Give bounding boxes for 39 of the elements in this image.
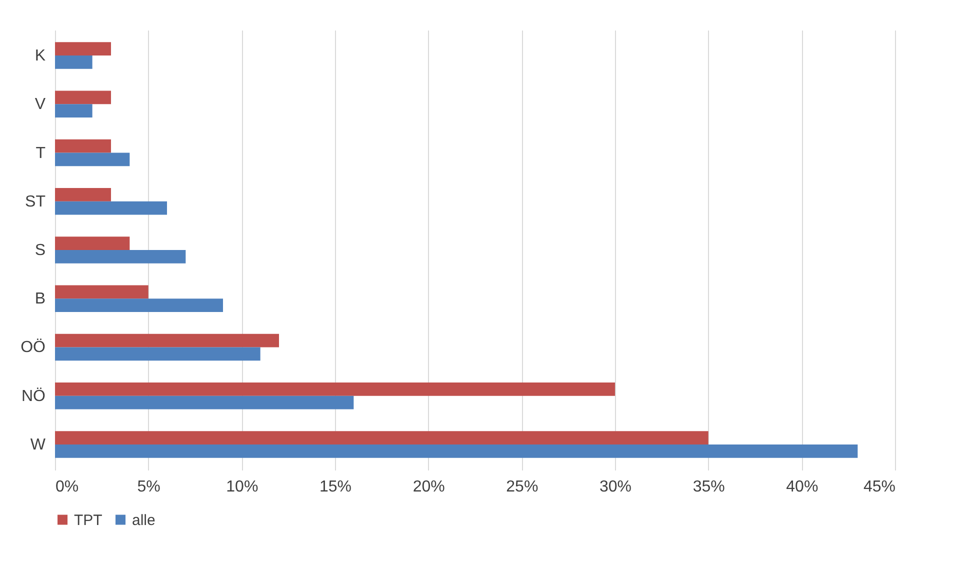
y-tick-label: B: [34, 290, 46, 308]
y-tick-label: NÖ: [22, 386, 46, 405]
bar: [55, 285, 148, 299]
x-tick-label: 45%: [863, 478, 896, 496]
bar: [55, 444, 858, 458]
bar: [55, 396, 354, 410]
bar: [55, 201, 167, 215]
y-tick-label: OÖ: [20, 338, 46, 356]
x-tick-label: 20%: [412, 478, 445, 496]
bar: [55, 298, 223, 312]
y-tick-label: W: [30, 436, 46, 454]
y-tick-label: ST: [25, 193, 46, 210]
y-tick-label: K: [34, 48, 46, 65]
x-tick-label: 30%: [599, 478, 632, 496]
legend-label: TPT: [74, 512, 102, 529]
bar: [55, 431, 708, 444]
bar: [55, 334, 279, 348]
bar: [55, 236, 130, 250]
x-tick-label: 10%: [226, 478, 258, 496]
y-tick-label: T: [36, 144, 46, 162]
bar: [55, 139, 111, 153]
legend-label: alle: [132, 512, 156, 529]
y-tick-label: V: [34, 96, 46, 114]
x-tick-label: 15%: [319, 478, 352, 496]
bar: [55, 152, 130, 166]
bar: [55, 382, 615, 396]
bar: [55, 347, 260, 361]
x-tick-label: 25%: [506, 478, 538, 496]
x-tick-label: 40%: [786, 478, 818, 496]
x-tick-label: 5%: [137, 478, 160, 496]
y-tick-label: S: [34, 242, 46, 259]
bar: [55, 250, 186, 264]
bar: [55, 104, 92, 118]
bar: [55, 90, 111, 104]
x-tick-label: 0%: [56, 478, 79, 496]
bar: [55, 188, 111, 202]
bar: [55, 56, 92, 69]
x-tick-label: 35%: [692, 478, 725, 496]
bar: [55, 42, 111, 56]
